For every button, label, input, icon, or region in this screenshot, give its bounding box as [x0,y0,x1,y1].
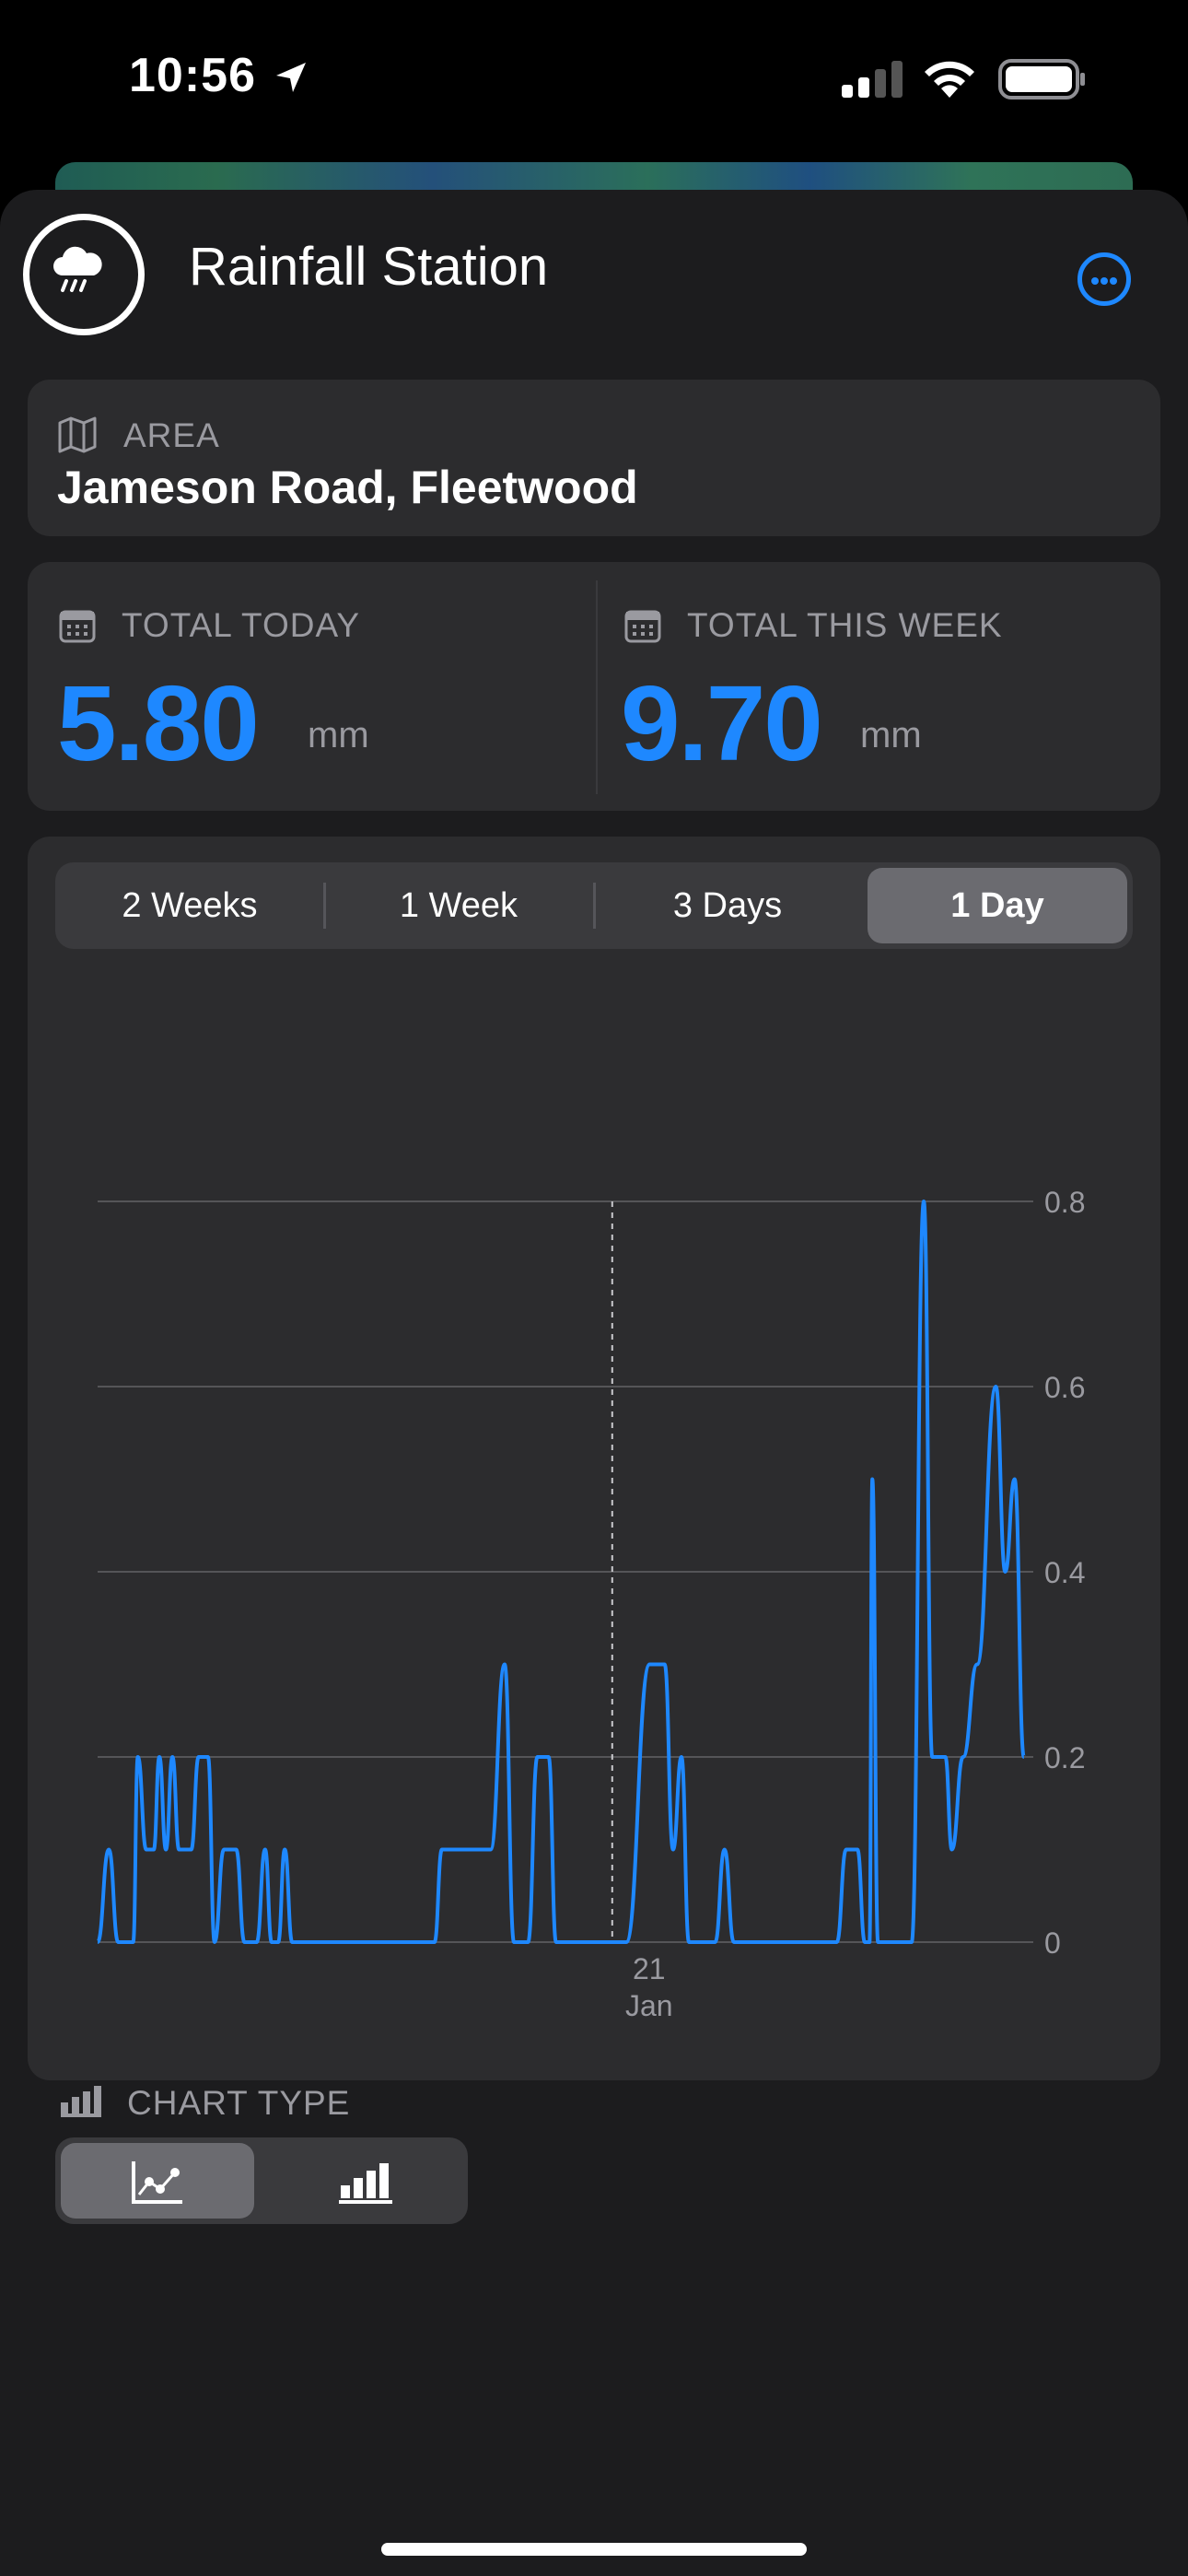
battery-icon [998,59,1085,100]
bar-chart-button[interactable] [269,2143,462,2219]
y-tick-label: 0.8 [1044,1186,1085,1219]
totals-divider [596,580,598,794]
ellipsis-icon [1091,277,1099,285]
tab-1-day[interactable]: 1 Day [868,868,1127,943]
total-today-value: 5.80 [57,663,260,783]
map-icon [58,416,97,453]
bar-chart-icon [339,2163,392,2204]
calendar-icon [59,610,96,643]
segment-divider [593,883,596,929]
total-week-label: TOTAL THIS WEEK [687,606,1003,644]
total-week-value: 9.70 [621,663,823,783]
rain-cloud-icon [23,214,145,335]
tab-3-days[interactable]: 3 Days [672,886,783,925]
ellipsis-dot [1101,277,1108,285]
area-label: AREA [123,416,220,454]
segment-divider [323,883,326,929]
y-tick-label: 0 [1044,1926,1061,1960]
page-title: Rainfall Station [189,237,549,297]
chart-card: 2 Weeks 1 Week 3 Days 1 Day 0.8 0.6 0.4 0.2… [28,837,1160,2224]
location-arrow-icon [276,63,306,92]
line-chart-icon [132,2161,182,2204]
y-tick-label: 0.4 [1044,1556,1085,1589]
sheet-header: Rainfall Station [0,190,1188,374]
x-tick-month-label: Jan [625,1989,673,2022]
area-card: AREA Jameson Road, Fleetwood [28,380,1160,536]
ellipsis-dot [1110,277,1117,285]
tab-2-weeks[interactable]: 2 Weeks [122,886,258,925]
totals-card: TOTAL TODAY 5.80 mm TOTAL THIS WEEK 9.70… [28,562,1160,811]
calendar-icon [624,610,661,643]
station-sheet: Rainfall Station AREA Jameson Road, Flee… [0,190,1188,2576]
chart-type-label: CHART TYPE [127,2084,351,2122]
tab-1-week[interactable]: 1 Week [399,886,518,925]
y-tick-label: 0.2 [1044,1741,1085,1774]
rainfall-series-line [96,1200,1026,1944]
chart-type-toggle [55,2137,468,2224]
wifi-icon [925,61,974,98]
total-today-unit: mm [308,715,369,755]
bar-chart-icon [61,2086,101,2117]
range-segmented-control: 2 Weeks 1 Week 3 Days 1 Day [55,862,1133,949]
area-value: Jameson Road, Fleetwood [57,462,638,513]
status-time: 10:56 [129,49,256,102]
cellular-signal-icon [842,61,903,98]
line-chart-button[interactable] [61,2143,254,2219]
x-tick-day-label: 21 [633,1952,666,1985]
y-tick-label: 0.6 [1044,1371,1085,1404]
home-indicator [381,2543,807,2556]
status-bar: 10:56 [0,0,1188,157]
rainfall-line-chart: 0.8 0.6 0.4 0.2 0 21 Jan [96,1186,1085,2022]
more-options-button[interactable] [1077,252,1131,306]
total-week-unit: mm [860,715,922,755]
total-today-label: TOTAL TODAY [122,606,361,644]
